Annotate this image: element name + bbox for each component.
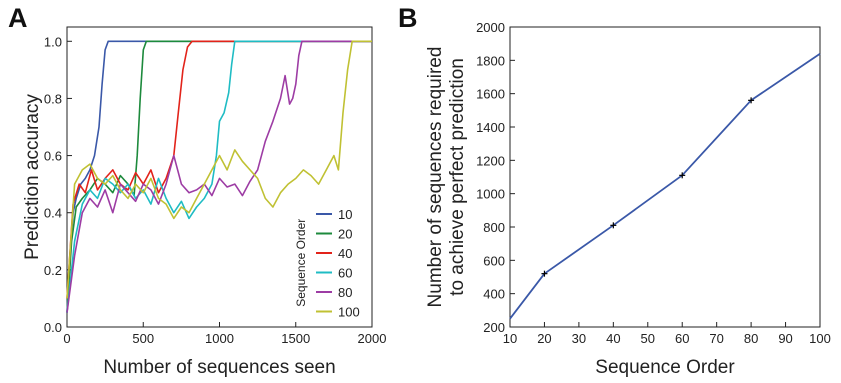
plot-frame-b	[509, 26, 821, 328]
chart-b: 10 20 30 40 50 60 70 80 90 100 200 400 600 800 1000 120…	[425, 20, 831, 378]
y-axis-label-b-line1: Number of sequences required	[425, 47, 446, 308]
y-tick-label-a: 0.2	[44, 263, 62, 278]
x-tick-label-b: 80	[744, 331, 758, 346]
x-tick-label-b: 50	[641, 331, 655, 346]
legend-label-100: 100	[338, 305, 360, 320]
y-tick-label-b: 2000	[476, 20, 505, 35]
y-tick-label-b: 1400	[476, 120, 505, 135]
legend-label-80: 80	[338, 285, 352, 300]
x-tick-label-a: 0	[63, 331, 70, 346]
panel-b-letter: B	[398, 3, 418, 33]
y-tick-label-b: 800	[483, 220, 505, 235]
panel-a-letter: A	[8, 3, 28, 33]
x-tick-label-a: 2000	[358, 331, 387, 346]
y-tick-label-b: 1200	[476, 153, 505, 168]
chart-a: 0 500 1000 1500 2000 0.0 0.2 0.4 0.6 0.8 1.0 Number…	[22, 26, 387, 378]
x-tick-label-b: 90	[778, 331, 792, 346]
x-tick-label-a: 1500	[281, 331, 310, 346]
legend-label-40: 40	[338, 246, 352, 261]
x-tick-label-b: 10	[503, 331, 517, 346]
x-tick-label-b: 60	[675, 331, 689, 346]
x-tick-label-b: 100	[809, 331, 831, 346]
y-tick-label-a: 0.6	[44, 149, 62, 164]
series-line-60	[66, 40, 372, 313]
x-tick-label-b: 20	[537, 331, 551, 346]
legend-label-10: 10	[338, 207, 352, 222]
series-line-80	[66, 40, 372, 313]
x-axis-label-a: Number of sequences seen	[103, 357, 335, 378]
y-axis-label-b-line2: to achieve perfect prediction	[447, 58, 468, 296]
series-line-b	[509, 52, 821, 320]
y-tick-label-a: 1.0	[44, 34, 62, 49]
y-axis-label-a: Prediction accuracy	[22, 94, 43, 260]
x-tick-label-a: 1000	[205, 331, 234, 346]
x-tick-label-b: 70	[709, 331, 723, 346]
series-line-40	[66, 40, 372, 299]
y-tick-label-a: 0.0	[44, 320, 62, 335]
y-tick-label-b: 600	[483, 253, 505, 268]
y-tick-label-b: 1800	[476, 53, 505, 68]
y-tick-label-b: 1600	[476, 87, 505, 102]
legend-label-60: 60	[338, 266, 352, 281]
x-tick-label-b: 40	[606, 331, 620, 346]
legend-title: Sequence Order	[294, 219, 308, 307]
y-tick-label-b: 1000	[476, 187, 505, 202]
y-tick-label-a: 0.4	[44, 206, 62, 221]
x-tick-label-a: 500	[132, 331, 154, 346]
x-axis-label-b: Sequence Order	[595, 357, 735, 378]
series-line-100	[66, 40, 372, 299]
y-tick-label-b: 200	[483, 320, 505, 335]
legend-label-20: 20	[338, 227, 352, 242]
x-tick-label-b: 30	[572, 331, 586, 346]
y-tick-label-b: 400	[483, 287, 505, 302]
y-tick-label-a: 0.8	[44, 91, 62, 106]
